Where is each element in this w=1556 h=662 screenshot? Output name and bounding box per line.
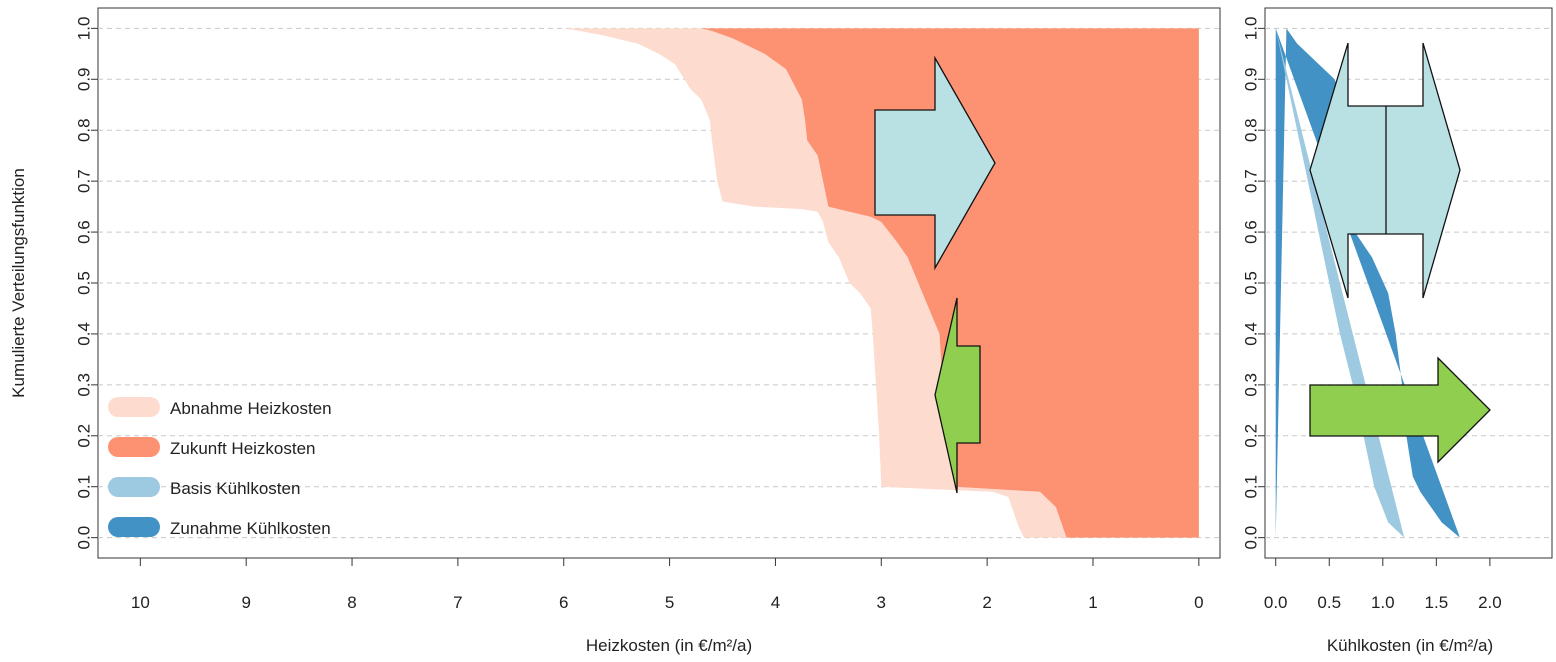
cooling-panel: 0.0 0.1 0.2 0.3 0.4 0.5 0.6 0.7 0.8 0.9 1.0 0.0 0.5… (1242, 7, 1553, 655)
cooling-y-ticks: 0.0 0.1 0.2 0.3 0.4 0.5 0.6 0.7 0.8 0.9 1.0 (1242, 17, 1265, 550)
y-tick-label: 0.1 (1242, 475, 1261, 499)
y-tick-label: 0.4 (75, 322, 94, 346)
legend-item-abnahme-heizkosten: Abnahme Heizkosten (108, 397, 332, 418)
y-tick-label: 0.7 (1242, 169, 1261, 193)
cooling-series-areas (1275, 28, 1460, 538)
y-tick-label: 0.2 (1242, 424, 1261, 448)
y-tick-label: 0.0 (75, 526, 94, 550)
x-tick-label: 1.5 (1425, 593, 1449, 612)
legend-swatch (108, 477, 160, 497)
heating-x-axis-label: Heizkosten (in €/m²/a) (586, 636, 752, 655)
legend-item-zunahme-kuehlkosten: Zunahme Kühlkosten (108, 517, 331, 538)
y-tick-label: 0.5 (75, 271, 94, 295)
x-tick-label: 9 (241, 593, 250, 612)
increase-arrow-right (874, 55, 996, 271)
x-tick-label: 7 (453, 593, 462, 612)
range-arrow-double (1309, 42, 1461, 299)
legend-label: Zukunft Heizkosten (170, 439, 316, 458)
y-axis-label: Kumulierte Verteilungsfunktion (9, 168, 28, 398)
increase-arrow-right-cooling (1309, 356, 1491, 464)
heating-x-ticks: 10 9 8 7 6 5 4 3 2 1 0 (131, 558, 1204, 612)
y-tick-label: 0.3 (1242, 373, 1261, 397)
legend-label: Abnahme Heizkosten (170, 399, 332, 418)
y-tick-label: 1.0 (1242, 17, 1261, 41)
cooling-x-ticks: 0.0 0.5 1.0 1.5 2.0 (1264, 558, 1502, 612)
y-tick-label: 0.8 (1242, 118, 1261, 142)
y-tick-label: 0.4 (1242, 322, 1261, 346)
x-tick-label: 2 (982, 593, 991, 612)
y-tick-label: 0.6 (75, 220, 94, 244)
series-area-zunahme-k-hlkosten (1275, 28, 1460, 538)
y-tick-label: 0.2 (75, 424, 94, 448)
legend-item-zukunft-heizkosten: Zukunft Heizkosten (108, 437, 316, 458)
x-tick-label: 0.5 (1317, 593, 1341, 612)
y-tick-label: 0.3 (75, 373, 94, 397)
x-tick-label: 8 (347, 593, 356, 612)
y-tick-label: 0.9 (75, 67, 94, 91)
y-tick-label: 1.0 (75, 17, 94, 41)
x-tick-label: 5 (665, 593, 674, 612)
legend-label: Basis Kühlkosten (170, 479, 300, 498)
legend-item-basis-kuehlkosten: Basis Kühlkosten (108, 477, 300, 498)
heating-panel: 0.00.10.20.30.40.50.60.70.80.91.0 10 9 8 7 6… (9, 7, 1221, 655)
x-tick-label: 4 (771, 593, 780, 612)
x-tick-label: 3 (877, 593, 886, 612)
decrease-arrow-left (934, 297, 981, 494)
legend-swatch (108, 517, 160, 537)
y-tick-label: 0.6 (1242, 220, 1261, 244)
legend: Abnahme Heizkosten Zukunft Heizkosten Ba… (108, 397, 332, 538)
x-tick-label: 1.0 (1371, 593, 1395, 612)
y-tick-label: 0.0 (1242, 526, 1261, 550)
heating-y-ticks: 0.0 0.1 0.2 0.3 0.4 0.5 0.6 0.7 0.8 0.9 1.0 (75, 17, 98, 550)
x-tick-label: 1 (1088, 593, 1097, 612)
x-tick-label: 10 (131, 593, 150, 612)
series-area-zukunft-heizkosten (701, 28, 1199, 538)
legend-swatch (108, 397, 160, 417)
y-tick-label: 0.1 (75, 475, 94, 499)
heating-series-areas (563, 28, 1199, 538)
y-tick-label: 0.5 (1242, 271, 1261, 295)
y-tick-label: 0.9 (1242, 67, 1261, 91)
x-tick-label: 0.0 (1264, 593, 1288, 612)
legend-label: Zunahme Kühlkosten (170, 519, 331, 538)
x-tick-label: 2.0 (1478, 593, 1502, 612)
y-tick-label: 0.7 (75, 169, 94, 193)
cooling-x-axis-label: Kühlkosten (in €/m²/a) (1327, 636, 1493, 655)
x-tick-label: 6 (559, 593, 568, 612)
legend-swatch (108, 437, 160, 457)
y-tick-label: 0.8 (75, 118, 94, 142)
series-area-basis-k-hlkosten (1275, 28, 1405, 538)
x-tick-label: 0 (1194, 593, 1203, 612)
